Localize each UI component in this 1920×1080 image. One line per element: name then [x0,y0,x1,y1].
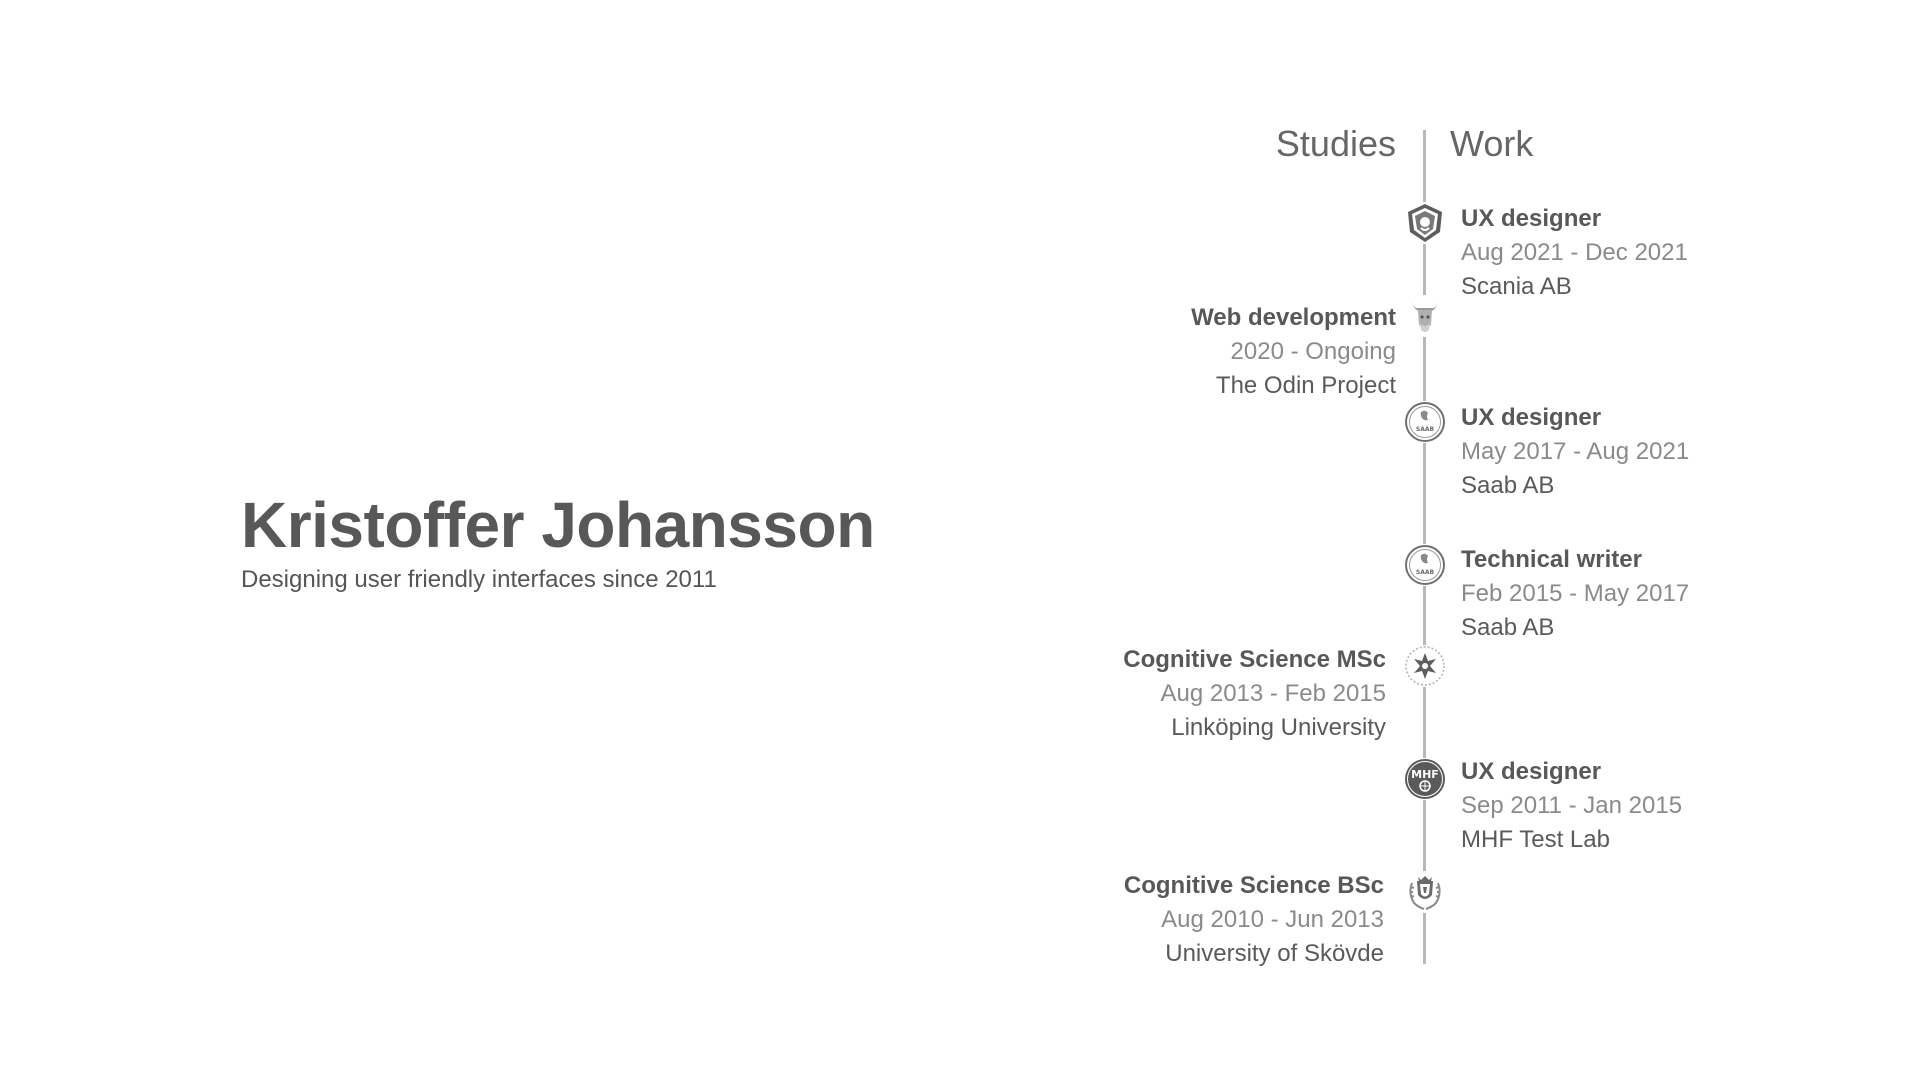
study-program: Cognitive Science MSc [1123,646,1386,673]
work-entry: UX designer Aug 2021 - Dec 2021 Scania A… [1461,202,1688,304]
work-entry: Technical writer Feb 2015 - May 2017 Saa… [1461,543,1689,645]
study-institution: The Odin Project [1215,372,1396,399]
work-dates: Feb 2015 - May 2017 [1461,580,1690,607]
work-organization: MHF Test Lab [1461,826,1610,853]
work-entry: UX designer May 2017 - Aug 2021 Saab AB [1461,401,1689,503]
work-organization: Saab AB [1461,614,1555,641]
study-entry: Cognitive Science MSc Aug 2013 - Feb 201… [1123,643,1386,745]
saab-logo-icon: SAAB [1404,401,1446,443]
work-dates: Aug 2021 - Dec 2021 [1461,239,1688,266]
study-entry: Cognitive Science BSc Aug 2010 - Jun 201… [1124,869,1384,971]
work-role: Technical writer [1461,546,1642,573]
study-program: Cognitive Science BSc [1123,872,1384,899]
saab-logo-icon: SAAB [1404,544,1446,586]
person-name: Kristoffer Johansson [241,489,875,561]
work-dates: Sep 2011 - Jan 2015 [1461,792,1683,819]
tagline: Designing user friendly interfaces since… [241,566,717,593]
study-institution: Linköping University [1171,714,1386,741]
study-entry: Web development 2020 - Ongoing The Odin … [1191,301,1396,403]
work-organization: Saab AB [1461,472,1555,499]
work-role: UX designer [1461,758,1602,785]
study-dates: 2020 - Ongoing [1230,338,1396,365]
studies-heading: Studies [1275,123,1396,164]
study-program: Web development [1191,304,1396,331]
work-entry: UX designer Sep 2011 - Jan 2015 MHF Test… [1461,755,1682,857]
work-role: UX designer [1461,404,1602,431]
work-dates: May 2017 - Aug 2021 [1461,438,1690,465]
saab-logo-text: SAAB [1416,426,1435,433]
hero: Kristoffer Johansson Designing user frie… [241,486,875,596]
study-dates: Aug 2013 - Feb 2015 [1160,680,1386,707]
work-role: UX designer [1461,205,1602,232]
linkoping-university-logo-icon [1404,645,1446,687]
scania-logo-icon [1404,202,1446,244]
skovde-university-logo-icon [1404,871,1446,913]
study-institution: University of Skövde [1165,940,1384,967]
work-organization: Scania AB [1461,273,1572,300]
mhf-logo-icon: MHF [1404,758,1446,800]
study-dates: Aug 2010 - Jun 2013 [1161,906,1384,933]
saab-logo-text: SAAB [1416,569,1435,576]
work-heading: Work [1450,123,1534,164]
mhf-logo-text: MHF [1411,768,1439,781]
odin-project-logo-icon [1404,295,1446,337]
